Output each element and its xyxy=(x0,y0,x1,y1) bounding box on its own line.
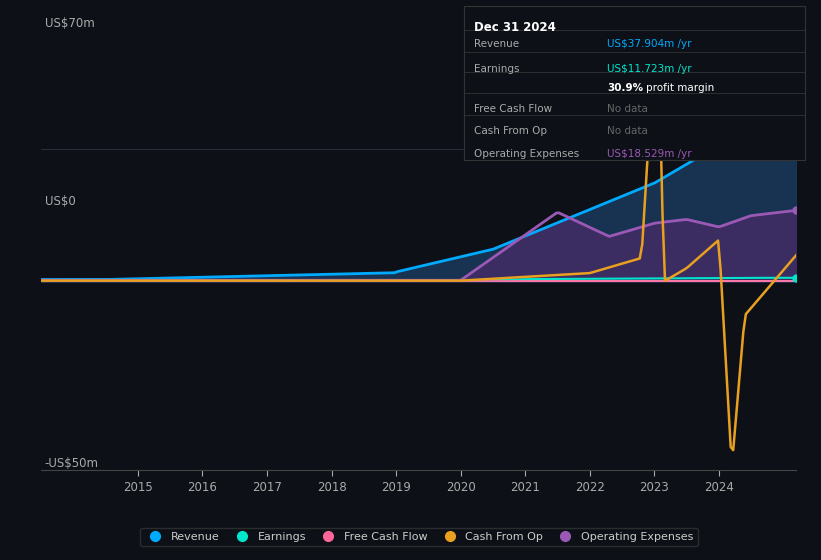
Text: US$11.723m /yr: US$11.723m /yr xyxy=(607,64,691,74)
Text: Operating Expenses: Operating Expenses xyxy=(474,149,580,159)
Text: Dec 31 2024: Dec 31 2024 xyxy=(474,21,556,34)
Text: US$37.904m /yr: US$37.904m /yr xyxy=(607,39,691,49)
Text: US$70m: US$70m xyxy=(45,17,94,30)
Text: 30.9%: 30.9% xyxy=(607,83,643,92)
Text: Revenue: Revenue xyxy=(474,39,519,49)
Text: US$18.529m /yr: US$18.529m /yr xyxy=(607,149,691,159)
Legend: Revenue, Earnings, Free Cash Flow, Cash From Op, Operating Expenses: Revenue, Earnings, Free Cash Flow, Cash … xyxy=(140,528,698,547)
Text: No data: No data xyxy=(607,104,648,114)
Text: Free Cash Flow: Free Cash Flow xyxy=(474,104,553,114)
Text: Earnings: Earnings xyxy=(474,64,520,74)
Text: Cash From Op: Cash From Op xyxy=(474,126,547,136)
Text: US$0: US$0 xyxy=(45,195,76,208)
Text: profit margin: profit margin xyxy=(646,83,714,92)
Text: -US$50m: -US$50m xyxy=(45,458,99,470)
Text: No data: No data xyxy=(607,126,648,136)
